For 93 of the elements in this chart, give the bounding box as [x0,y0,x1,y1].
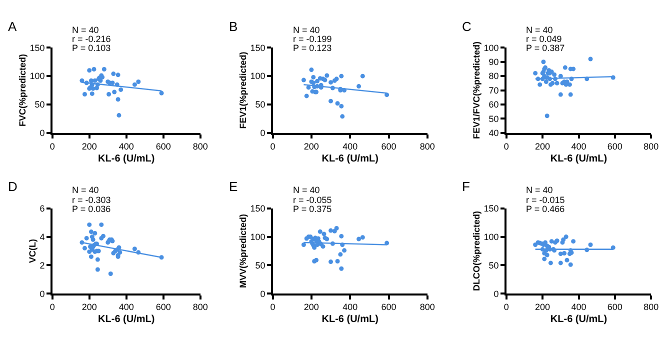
y-axis-title: VC(L) [28,239,38,263]
y-tick-label: 50 [488,260,499,270]
x-tick-label: 400 [118,302,134,312]
x-tick-label: 600 [607,141,622,152]
y-tick-label: 100 [484,42,499,53]
y-axis-title: FEV1/FVC(%predicted) [472,42,482,140]
annotation: P = 0.375 [293,204,332,214]
y-tick-label: 4 [40,232,45,242]
x-tick-label: 0 [50,302,55,312]
y-tick-label: 100 [484,232,499,242]
y-tick-label: 70 [488,85,499,96]
x-tick-label: 0 [270,141,276,152]
x-tick-label: 400 [118,141,134,152]
x-tick-label: 200 [535,302,550,312]
y-tick-label: 0 [260,128,266,138]
y-tick-label: 60 [488,100,499,110]
chart-title: C [462,19,472,34]
text: N = 40 [72,185,99,195]
x-tick-label: 200 [82,141,97,152]
text: N = 40 [293,25,320,35]
y-tick-label: 150 [484,204,499,214]
y-tick-label: 0 [260,288,266,299]
annotation: P = 0.466 [526,204,565,214]
annotation: P = 0.036 [72,204,111,214]
x-tick-label: 0 [270,302,276,312]
y-axis-title: FVC(%predicted) [18,54,28,127]
y-tick-label: 100 [250,232,266,242]
text: N = 40 [526,185,553,195]
x-tick-label: 800 [192,302,208,312]
y-axis-title: DLCO(%predicted) [472,210,482,292]
y-tick-label: 50 [255,260,266,270]
y-tick-label: 100 [250,71,266,82]
y-tick-label: 150 [250,42,266,53]
x-tick-label: 400 [342,302,358,312]
x-axis-title: KL-6 (U/mL) [322,314,378,326]
x-tick-label: 400 [571,141,586,152]
y-tick-label: 150 [250,204,266,214]
y-tick-label: 150 [30,42,45,53]
x-tick-label: 200 [82,302,97,312]
annotation: P = 0.103 [72,43,111,53]
x-tick-label: 0 [50,141,55,152]
x-tick-label: 200 [535,141,550,152]
chart-title: A [8,19,17,34]
y-axis-title: MVV(%predicted) [238,214,248,288]
x-axis-title: KL-6 (U/mL) [550,314,608,326]
x-tick-label: 800 [420,302,435,312]
text: r = -0.015 [526,195,565,205]
y-tick-label: 50 [255,100,266,110]
x-tick-label: 0 [504,302,509,312]
x-tick-label: 400 [571,302,586,312]
y-tick-label: 0 [494,288,499,299]
x-axis-title: KL-6 (U/mL) [98,153,155,164]
annotation: P = 0.387 [526,43,565,53]
x-tick-label: 400 [342,141,358,152]
x-tick-label: 800 [420,141,435,152]
chart-title: B [229,19,238,34]
x-tick-label: 200 [304,302,319,312]
text: r = -0.303 [72,195,111,205]
y-axis-title: FEV1(%predicted) [238,52,248,129]
x-tick-label: 600 [156,302,171,312]
x-tick-label: 600 [607,302,622,312]
x-tick-label: 200 [304,141,319,152]
y-tick-label: 80 [488,71,499,82]
y-tick-label: 50 [488,114,499,124]
x-tick-label: 800 [192,141,208,152]
x-tick-label: 600 [381,141,396,152]
x-tick-label: 800 [644,302,659,312]
x-tick-label: 600 [381,302,396,312]
y-tick-label: 100 [30,71,45,82]
text: N = 40 [293,185,320,195]
text: N = 40 [72,25,99,35]
text: r = 0.049 [526,34,562,44]
y-tick-label: 0 [40,288,45,299]
text: r = -0.216 [72,34,111,44]
chart-title: D [8,179,18,194]
x-axis-title: KL-6 (U/mL) [98,314,155,326]
x-axis-title: KL-6 (U/mL) [322,153,378,164]
annotation: P = 0.123 [293,43,332,53]
x-tick-label: 800 [644,141,659,152]
chart-title: F [462,179,470,194]
x-tick-label: 600 [156,141,171,152]
chart-title: E [229,179,238,194]
text: r = -0.055 [293,195,332,205]
text: N = 40 [526,25,553,35]
y-tick-label: 90 [488,57,499,67]
text: r = -0.199 [293,34,332,44]
y-tick-label: 50 [34,100,45,110]
x-axis-title: KL-6 (U/mL) [550,153,608,164]
y-tick-label: 40 [488,128,499,138]
y-tick-label: 2 [40,260,45,270]
y-tick-label: 6 [40,204,45,214]
y-tick-label: 0 [40,128,45,138]
x-tick-label: 0 [504,141,509,152]
